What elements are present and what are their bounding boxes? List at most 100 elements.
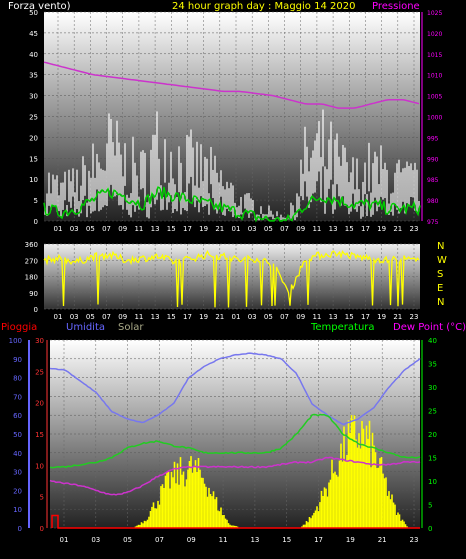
direction-x-tick: 03 [70,313,79,321]
temperature-label: Temperatura [310,322,375,333]
wind-y-tick: 0 [34,218,38,226]
wind-x-tick: 15 [345,225,354,233]
rain-y-tick: 0 [40,525,44,533]
direction-y-tick: 90 [29,290,38,298]
wind-plot-axes: 0510152025303540455097598098599099510001… [29,9,442,233]
rain-y-tick: 15 [35,431,44,439]
climate-x-tick: 03 [91,536,100,544]
direction-x-tick: 05 [86,313,95,321]
wind-x-tick: 15 [167,225,176,233]
temperature-y-tick: 20 [428,431,437,439]
dew-point-series [49,456,421,496]
pressure-y-tick: 985 [427,177,439,184]
direction-x-tick: 07 [280,313,289,321]
wind-y-tick: 35 [29,72,38,80]
direction-x-tick: 05 [264,313,273,321]
rain-y-tick: 10 [35,462,44,470]
temperature-y-tick: 5 [428,502,432,510]
pressure-y-tick: 1015 [427,52,442,59]
direction-x-tick: 21 [393,313,402,321]
pressure-y-tick: 1020 [427,31,442,38]
wind-x-tick: 23 [410,225,419,233]
climate-x-tick: 07 [155,536,164,544]
humidity-series [49,352,421,426]
wind-y-tick: 20 [29,134,38,142]
temperature-y-tick: 35 [428,361,437,369]
rain-label: Pioggia [1,322,37,333]
solar-series [134,415,408,528]
wind-x-tick: 01 [232,225,241,233]
wind-direction-series [43,249,420,308]
humidity-line [49,352,421,426]
humidity-y-tick: 70 [13,393,22,401]
wind-y-tick: 15 [29,155,38,163]
rain-y-tick: 5 [40,494,44,502]
climate-x-tick: 09 [187,536,196,544]
humidity-y-tick: 10 [13,506,22,514]
direction-x-tick: 01 [232,313,241,321]
wind-x-tick: 09 [296,225,305,233]
wind-x-tick: 07 [102,225,111,233]
humidity-y-tick: 30 [13,469,22,477]
pressure-y-tick: 990 [427,156,439,163]
direction-x-tick: 11 [312,313,321,321]
direction-x-tick: 09 [118,313,127,321]
direction-x-tick: 13 [151,313,160,321]
direction-x-tick: 19 [199,313,208,321]
climate-x-tick: 01 [60,536,69,544]
wind-x-tick: 03 [70,225,79,233]
pressure-y-tick: 995 [427,135,439,142]
rain-y-tick: 20 [35,400,44,408]
wind-x-tick: 11 [312,225,321,233]
direction-plot-grid [44,243,420,310]
direction-x-tick: 23 [410,313,419,321]
wind-y-tick: 50 [29,9,38,17]
direction-y-tick: 270 [25,257,38,265]
temperature-y-tick: 40 [428,337,437,345]
humidity-y-tick: 0 [18,525,22,533]
direction-x-tick: 09 [296,313,305,321]
rain-y-tick: 30 [35,337,44,345]
pressure-y-tick: 1010 [427,73,442,80]
temperature-y-tick: 30 [428,384,437,392]
wind-x-tick: 19 [377,225,386,233]
rain-line [51,514,420,529]
pressure-y-tick: 975 [427,219,439,226]
temperature-y-tick: 15 [428,455,437,463]
wind-speed-series [44,109,420,221]
wind-x-tick: 09 [118,225,127,233]
direction-x-tick: 17 [183,313,192,321]
pressure-line [43,61,420,109]
temperature-series [49,413,421,469]
climate-x-tick: 15 [282,536,291,544]
climate-x-tick: 21 [378,536,387,544]
wind-x-tick: 21 [215,225,224,233]
solar-label: Solar [118,322,144,333]
direction-y-tick: 180 [25,274,38,282]
temperature-y-tick: 10 [428,478,437,486]
humidity-label: Umidita [66,322,105,333]
wind-x-tick: 05 [86,225,95,233]
humidity-y-tick: 80 [13,375,22,383]
direction-x-tick: 17 [361,313,370,321]
wind-y-tick: 25 [29,114,38,122]
dew-point-label: Dew Point (°C) [393,322,466,333]
wind-y-tick: 10 [29,176,38,184]
compass-label: E [437,283,443,294]
direction-x-tick: 11 [134,313,143,321]
wind-x-tick: 17 [361,225,370,233]
compass-label: W [437,255,447,266]
wind-direction-line [43,249,420,308]
wind-x-tick: 07 [280,225,289,233]
pressure-y-tick: 1005 [427,94,442,101]
wind-x-tick: 01 [54,225,63,233]
humidity-y-tick: 60 [13,412,22,420]
climate-x-tick: 11 [219,536,228,544]
direction-x-tick: 21 [215,313,224,321]
rain-series [51,514,420,529]
wind-y-tick: 30 [29,93,38,101]
direction-x-tick: 15 [167,313,176,321]
direction-x-tick: 01 [54,313,63,321]
climate-x-tick: 17 [314,536,323,544]
